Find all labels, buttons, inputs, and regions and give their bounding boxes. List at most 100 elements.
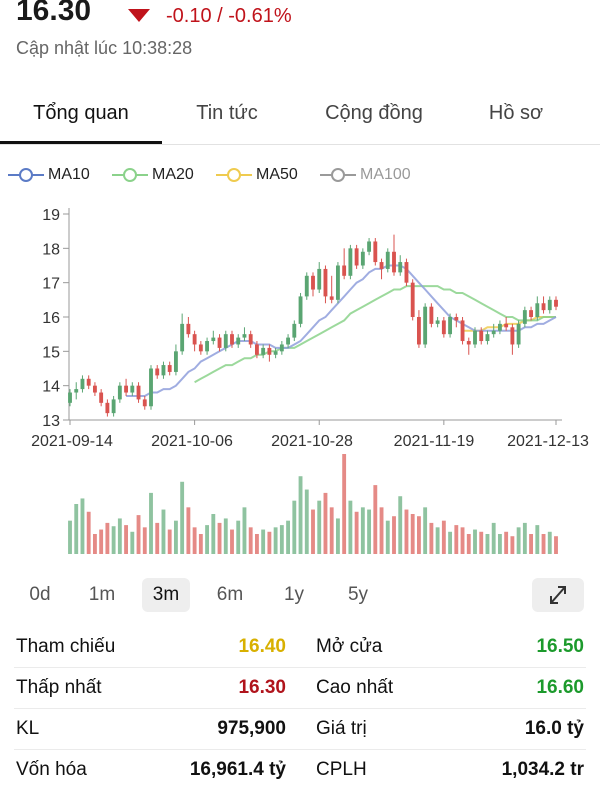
- volume-bar: [136, 515, 141, 554]
- range-6m[interactable]: 6m: [216, 584, 244, 605]
- stat-label: Vốn hóa: [16, 759, 87, 780]
- volume-bar: [529, 534, 534, 554]
- volume-bar: [535, 525, 540, 554]
- candle-body: [86, 378, 91, 386]
- volume-bar: [198, 534, 203, 554]
- last-updated: Cập nhật lúc 10:38:28: [16, 38, 193, 58]
- legend-ma10[interactable]: MA10: [8, 160, 90, 190]
- tab-news[interactable]: Tin tức: [196, 102, 258, 124]
- x-tick-label: 2021-09-14: [31, 433, 113, 450]
- candle-body: [192, 334, 197, 345]
- range-3m[interactable]: 3m: [142, 578, 190, 612]
- volume-bar: [68, 520, 72, 554]
- volume-bar: [448, 531, 453, 554]
- volume-bar: [354, 511, 359, 554]
- legend-ma50-label: MA50: [256, 166, 298, 183]
- volume-bar: [466, 534, 471, 554]
- volume-bar: [516, 527, 521, 554]
- volume-bar: [86, 511, 91, 554]
- candle-body: [242, 334, 247, 338]
- stat-value: 16,961.4 tỷ: [189, 759, 286, 780]
- volume-bar: [410, 514, 415, 554]
- ma10-line: [126, 264, 557, 397]
- candle-body: [491, 330, 496, 335]
- candle-body: [385, 251, 390, 269]
- volume-bar: [491, 522, 496, 554]
- volume-bar: [254, 534, 259, 554]
- volume-bar: [460, 527, 465, 554]
- volume-bar: [522, 522, 527, 554]
- candle-body: [323, 268, 328, 297]
- volume-bar: [479, 531, 484, 554]
- ma-legend: MA10 MA20 MA50 MA100: [0, 160, 600, 190]
- section-tabs: Tổng quan Tin tức Cộng đồng Hồ sơ: [0, 82, 600, 145]
- candle-body: [167, 365, 172, 372]
- volume-bar: [485, 534, 490, 554]
- candle-body: [223, 334, 228, 348]
- tab-overview[interactable]: Tổng quan: [0, 82, 162, 144]
- volume-bar: [211, 514, 216, 554]
- candle-body: [186, 323, 191, 335]
- volume-bar: [267, 531, 272, 554]
- y-tick-label: 13: [42, 413, 60, 430]
- candle-body: [317, 268, 322, 290]
- y-tick-label: 16: [42, 310, 60, 327]
- ma100-marker-icon: [320, 168, 356, 182]
- volume-bar: [105, 522, 110, 554]
- stat-label: Tham chiếu: [16, 636, 116, 657]
- legend-ma100[interactable]: MA100: [320, 160, 411, 190]
- tab-profile[interactable]: Hồ sơ: [488, 102, 544, 124]
- stat-value: 16.30: [238, 677, 286, 698]
- candle-body: [111, 399, 116, 414]
- range-5y[interactable]: 5y: [347, 584, 369, 605]
- price-chart[interactable]: 13 14 15 16 17 18 19 2021-09-14 2021-10-06 2021-1…: [0, 196, 600, 560]
- candle-body: [136, 385, 141, 400]
- volume-bar: [155, 522, 160, 554]
- stat-value: 975,900: [217, 718, 286, 739]
- volume-bar: [286, 520, 291, 554]
- volume-bar: [360, 507, 365, 554]
- x-tick-label: 2021-10-06: [151, 433, 233, 450]
- candle-body: [510, 327, 515, 345]
- candle-body: [485, 334, 490, 342]
- candle-body: [466, 341, 471, 345]
- legend-ma10-label: MA10: [48, 166, 90, 183]
- stats-row: Tham chiếu 16.40 Mở cửa 16.50: [0, 628, 600, 668]
- candle-body: [429, 306, 434, 324]
- range-selector: 0d 1m 3m 6m 1y 5y: [0, 578, 600, 614]
- volume-bar: [367, 509, 372, 554]
- range-0d[interactable]: 0d: [29, 584, 51, 605]
- volume-bar: [323, 492, 328, 554]
- y-tick-label: 14: [42, 379, 60, 396]
- volume-bar: [192, 527, 197, 554]
- candle-body: [311, 275, 315, 290]
- stats-row: KL 975,900 Giá trị 16.0 tỷ: [0, 710, 600, 750]
- stat-label: Cao nhất: [316, 677, 394, 698]
- row-divider: [14, 667, 586, 668]
- candle-body: [473, 330, 477, 345]
- candle-body: [92, 385, 97, 393]
- ma10-marker-icon: [8, 168, 44, 182]
- tab-community[interactable]: Cộng đồng: [325, 102, 423, 124]
- candle-body: [236, 337, 241, 345]
- volume-bar: [510, 536, 515, 554]
- volume-bar: [429, 522, 434, 554]
- volume-bar: [441, 520, 446, 554]
- row-divider: [14, 749, 586, 750]
- legend-ma20[interactable]: MA20: [112, 160, 194, 190]
- stat-value: 16.40: [238, 636, 286, 657]
- price-change: -0.10 / -0.61%: [166, 5, 292, 27]
- range-1y[interactable]: 1y: [283, 584, 305, 605]
- candle-body: [273, 351, 278, 355]
- candle-body: [286, 337, 291, 345]
- stat-label: Mở cửa: [316, 636, 383, 657]
- y-tick-label: 19: [42, 207, 60, 224]
- volume-bar: [142, 527, 147, 554]
- fullscreen-button[interactable]: [532, 578, 584, 612]
- volume-bar: [554, 536, 558, 554]
- volume-bar: [261, 529, 266, 554]
- range-1m[interactable]: 1m: [88, 584, 116, 605]
- legend-ma50[interactable]: MA50: [216, 160, 298, 190]
- volume-bar: [379, 507, 384, 554]
- candle-body: [124, 385, 129, 393]
